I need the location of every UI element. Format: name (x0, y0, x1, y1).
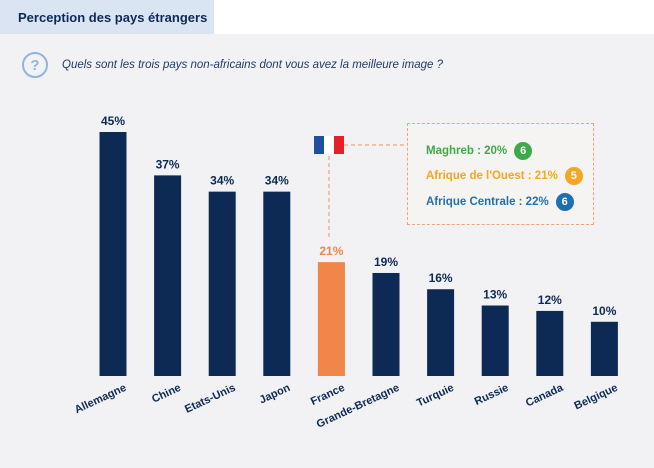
value-label-allemagne: 45% (101, 114, 125, 128)
rank-badge-afrique-centrale: 6 (555, 193, 574, 211)
bar-belgique (590, 321, 618, 376)
value-label-japon: 34% (265, 174, 289, 188)
bar-france (317, 262, 345, 376)
callout-row-maghreb: Maghreb : 20% 6 (426, 142, 533, 160)
callout-row-afrique-centrale: Afrique Centrale : 22% 6 (426, 193, 574, 211)
bar-japon (263, 191, 291, 376)
chart-title-tab: Perception des pays étrangers (0, 0, 214, 34)
bar-turquie (427, 289, 455, 376)
africa-comparison-callout: Maghreb : 20% 6 Afrique de l'Ouest : 21%… (407, 123, 594, 225)
bar-etats-unis (208, 191, 236, 376)
value-label-etats-unis: 34% (210, 174, 234, 188)
question-row: ? Quels sont les trois pays non-africain… (22, 52, 443, 78)
chart-title: Perception des pays étrangers (18, 9, 208, 25)
value-label-belgique: 10% (592, 304, 616, 318)
value-label-chine: 37% (156, 157, 180, 171)
rank-badge-afrique-ouest: 5 (564, 167, 583, 185)
bar-russie (481, 305, 509, 376)
question-circle-icon: ? (22, 52, 48, 78)
bar-allemagne (99, 132, 127, 376)
question-text: Quels sont les trois pays non-africains … (62, 59, 443, 71)
callout-row-afrique-ouest: Afrique de l'Ouest : 21% 5 (426, 167, 583, 185)
rank-badge-maghreb: 6 (514, 142, 533, 160)
callout-label-afrique-ouest: Afrique de l'Ouest : 21% (426, 170, 558, 182)
value-label-france: 21% (319, 244, 343, 258)
bar-grande-bretagne (372, 272, 400, 376)
value-label-canada: 12% (538, 293, 562, 307)
bar-chine (154, 175, 182, 376)
callout-label-afrique-centrale: Afrique Centrale : 22% (426, 196, 549, 208)
france-flag-icon (314, 136, 344, 154)
value-label-russie: 13% (483, 288, 507, 302)
bar-canada (536, 310, 564, 376)
value-label-grande-bretagne: 19% (374, 255, 398, 269)
callout-label-maghreb: Maghreb : 20% (426, 145, 508, 157)
value-label-turquie: 16% (429, 271, 453, 285)
